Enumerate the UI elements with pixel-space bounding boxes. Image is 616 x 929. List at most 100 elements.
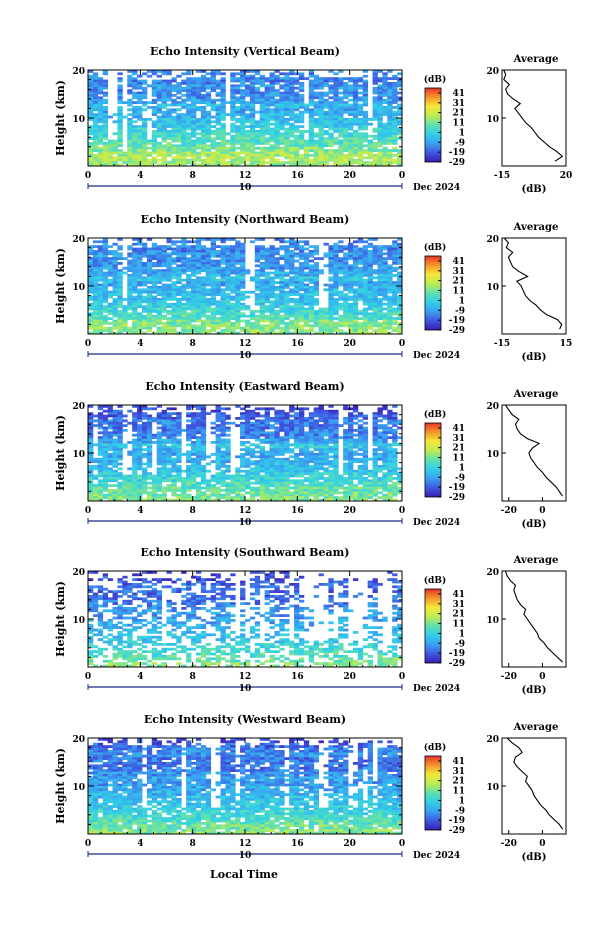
heatmap-cell xyxy=(274,89,280,92)
heatmap-cell xyxy=(97,91,104,95)
heatmap-cell xyxy=(215,146,221,150)
heatmap-cell xyxy=(141,469,148,473)
heatmap-cell xyxy=(294,269,300,272)
heatmap-cell xyxy=(357,125,364,128)
heatmap-cell xyxy=(112,417,118,420)
heatmap-cell xyxy=(328,278,334,282)
heatmap-cell xyxy=(122,479,128,483)
heatmap-cell xyxy=(367,312,373,316)
heatmap-cell xyxy=(235,158,241,162)
heatmap-cell xyxy=(132,421,138,425)
heatmap-cell xyxy=(181,484,187,487)
heatmap-cell xyxy=(274,163,280,167)
heatmap-cell xyxy=(161,288,167,292)
heatmap-cell xyxy=(294,113,300,116)
heatmap-cell xyxy=(92,122,99,126)
heatmap-cell xyxy=(225,326,231,330)
heatmap-cell xyxy=(289,151,295,155)
heatmap-cell xyxy=(328,254,334,258)
heatmap-cell xyxy=(88,84,94,88)
heatmap-cell xyxy=(112,302,118,306)
heatmap-cell xyxy=(176,259,182,263)
heatmap-cell xyxy=(200,142,207,145)
heatmap-cell xyxy=(171,286,177,289)
heatmap-cell xyxy=(215,127,221,131)
heatmap-cell xyxy=(343,142,349,145)
heatmap-cell xyxy=(137,281,143,284)
heatmap-cell xyxy=(195,469,202,473)
heatmap-cell xyxy=(274,79,280,83)
heatmap-cell xyxy=(382,127,388,131)
heatmap-cell xyxy=(146,142,153,145)
chart-panel: Echo Intensity (Eastward Beam)0 4 8 12 16 20 0… xyxy=(54,380,567,530)
heatmap-cell xyxy=(254,283,261,287)
colorbar-tick-label: -29 xyxy=(449,326,465,336)
heatmap-cell xyxy=(141,412,148,415)
heatmap-cell xyxy=(397,161,403,164)
heatmap-cell xyxy=(259,247,266,251)
heatmap-cell xyxy=(367,149,373,152)
heatmap-cell xyxy=(348,319,354,323)
heatmap-cell xyxy=(88,448,94,451)
heatmap-cell xyxy=(397,278,403,282)
heatmap-cell xyxy=(171,149,177,152)
heatmap-cell xyxy=(151,474,158,478)
heatmap-cell xyxy=(289,238,295,241)
heatmap-cell xyxy=(269,163,275,167)
heatmap-cell xyxy=(372,286,378,289)
heatmap-cell xyxy=(323,115,329,119)
heatmap-cell xyxy=(146,257,153,260)
heatmap-cell xyxy=(112,453,118,456)
heatmap-cell xyxy=(107,245,113,248)
heatmap-cell xyxy=(146,118,153,121)
heatmap-cell xyxy=(269,264,275,268)
heatmap-cell xyxy=(230,113,236,116)
heatmap-cell xyxy=(161,489,167,492)
heatmap-cell xyxy=(205,254,212,258)
heatmap-cell xyxy=(132,305,138,308)
heatmap-cell xyxy=(88,484,94,487)
heatmap-cell xyxy=(112,250,118,253)
heatmap-cell xyxy=(303,295,310,299)
heatmap-cell xyxy=(146,424,153,427)
heatmap-cell xyxy=(181,307,187,311)
heatmap-cell xyxy=(352,262,359,265)
heatmap-cell xyxy=(377,70,383,73)
heatmap-cell xyxy=(254,134,261,138)
heatmap-cell xyxy=(392,74,398,78)
heatmap-cell xyxy=(328,115,334,119)
heatmap-cell xyxy=(151,79,158,83)
heatmap-cell xyxy=(210,82,216,85)
heatmap-cell xyxy=(397,82,403,85)
heatmap-cell xyxy=(191,125,197,128)
heatmap-cell xyxy=(191,469,197,473)
heatmap-cell xyxy=(313,302,319,306)
heatmap-cell xyxy=(88,86,94,90)
heatmap-cell xyxy=(230,106,236,109)
heatmap-cell xyxy=(161,421,167,425)
heatmap-cell xyxy=(112,161,118,164)
heatmap-cell xyxy=(284,151,290,155)
heatmap-cell xyxy=(249,142,256,145)
heatmap-cell xyxy=(186,281,192,284)
heatmap-cell xyxy=(279,154,285,157)
heatmap-cell xyxy=(348,139,354,143)
heatmap-cell xyxy=(338,156,344,160)
heatmap-cell xyxy=(156,305,162,308)
heatmap-cell xyxy=(137,278,143,282)
heatmap-cell xyxy=(382,125,388,128)
heatmap-cell xyxy=(186,322,192,325)
heatmap-cell xyxy=(323,307,329,311)
heatmap-cell xyxy=(200,322,207,325)
heatmap-cell xyxy=(249,96,256,100)
heatmap-cell xyxy=(141,283,148,287)
heatmap-cell xyxy=(88,281,94,284)
heatmap-cell xyxy=(392,242,398,246)
heatmap-cell xyxy=(254,286,261,289)
heatmap-cell xyxy=(161,110,167,114)
heatmap-cell xyxy=(377,331,383,335)
heatmap-cell xyxy=(186,314,192,318)
heatmap-cell xyxy=(215,122,221,126)
heatmap-cell xyxy=(102,259,109,263)
heatmap-cell xyxy=(343,158,349,162)
